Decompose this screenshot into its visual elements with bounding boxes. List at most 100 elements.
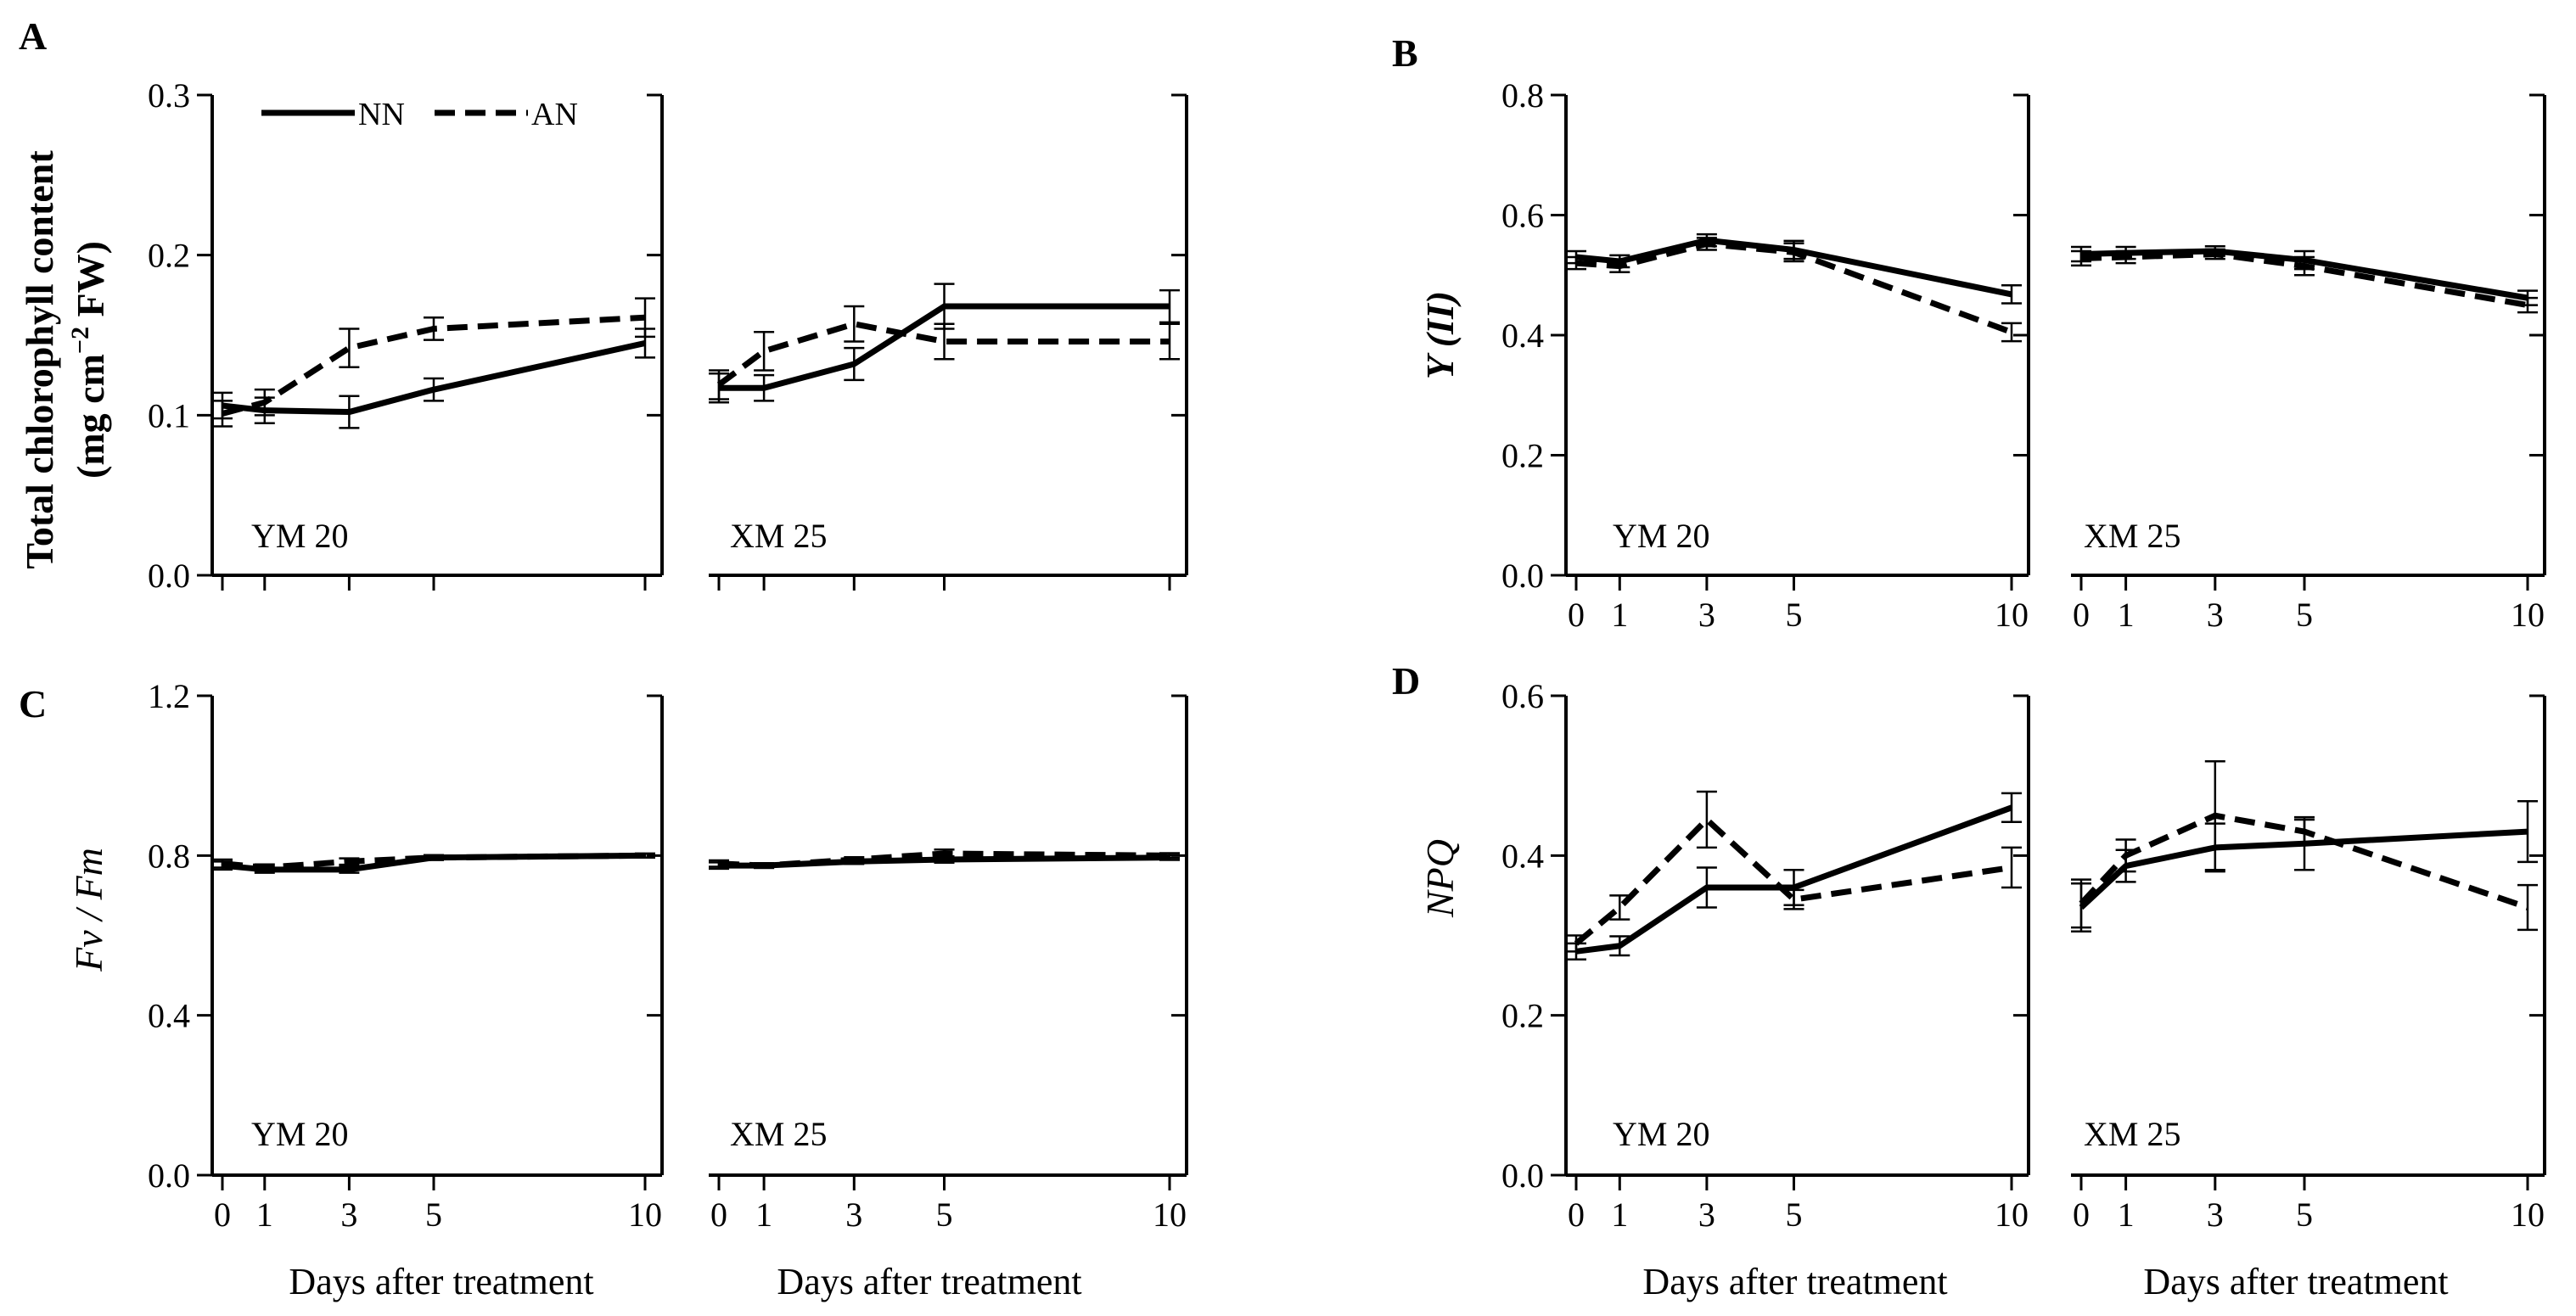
panel-d-subplot-left: YM 20 0 1 3 5 10 xyxy=(1566,694,2030,1234)
panel-a-right-errorbar-nn xyxy=(1159,288,1180,324)
panel-c-left-errorbar-an xyxy=(424,854,444,861)
panel-letter-a: A xyxy=(19,14,47,58)
panel-d-left-xtick-label: 1 xyxy=(1611,1196,1628,1234)
panel-d-cultivar-left: YM 20 xyxy=(1613,1115,1709,1153)
ylabel-c: Fv / Fm xyxy=(67,848,110,972)
xlabel-c-left: Days after treatment xyxy=(289,1261,593,1302)
ylabel-a-unit-part2: FW) xyxy=(69,241,112,327)
panel-a-yaxis: 0.0 0.1 0.2 0.3 xyxy=(148,76,214,595)
panel-d-right-xtick-label: 3 xyxy=(2207,1196,2224,1234)
panel-d-ytick-label: 0.0 xyxy=(1501,1156,1544,1195)
panel-b-yaxis: 0.0 0.2 0.4 0.6 0.8 xyxy=(1501,76,1568,595)
panel-b-ytick-label: 0.2 xyxy=(1501,437,1544,475)
panel-a-left-errorbar-an xyxy=(212,400,233,428)
panel-a-cultivar-left: YM 20 xyxy=(251,517,348,555)
panel-d-left-errorbar-nn xyxy=(1696,866,1717,909)
panel-b-left-errorbar-an xyxy=(1696,237,1717,251)
panel-c-left-xtick-label: 10 xyxy=(628,1196,662,1234)
panel-c-right-errorbar-an xyxy=(754,862,775,870)
ylabel-a-line1: Total chlorophyll content xyxy=(18,150,61,569)
panel-b-left-xtick-label: 0 xyxy=(1568,596,1585,634)
panel-b-subplot-right: XM 25 0 1 3 5 10 xyxy=(2071,93,2546,634)
panel-letter-b: B xyxy=(1392,31,1418,75)
panel-a-right-errorbar-nn xyxy=(844,346,865,382)
panel-c-ytick-label: 0.8 xyxy=(148,837,190,875)
panel-b-ytick-label: 0.8 xyxy=(1501,76,1544,115)
legend-nn-label: NN xyxy=(358,97,405,132)
panel-b-right-xtick-label: 0 xyxy=(2073,596,2090,634)
panel-c-cultivar-right: XM 25 xyxy=(730,1115,827,1153)
panel-d: 0.00.20.40.6 YM 20 0 1 3 5 10 XM 25 0 1 3 5 10 xyxy=(1501,677,2546,1234)
legend-an-label: AN xyxy=(531,97,578,132)
panel-d-left-errorbar-an xyxy=(1783,888,1804,910)
panel-b-cultivar-left: YM 20 xyxy=(1613,517,1709,555)
panel-d-left-errorbar-an xyxy=(2001,846,2022,889)
panel-c-subplot-right: XM 25 0 1 3 5 10 xyxy=(709,694,1188,1234)
panel-letter-c: C xyxy=(19,682,47,725)
xlabel-d-right: Days after treatment xyxy=(2143,1261,2448,1302)
panel-c-left-xtick-label: 1 xyxy=(256,1196,273,1234)
panel-a-right-errorbar-an xyxy=(934,322,955,361)
panel-b-left-errorbar-nn xyxy=(2001,284,2022,305)
ylabel-a-line2: (mg cm−2 FW) xyxy=(66,241,112,479)
panel-d-left-errorbar-an xyxy=(1609,894,1630,921)
panel-b-left-xtick-label: 5 xyxy=(1786,596,1803,634)
panel-d-right-xtick-label: 0 xyxy=(2073,1196,2090,1234)
panel-d-left-series-an xyxy=(1574,816,2012,946)
panel-b-left-xtick-label: 10 xyxy=(1995,596,2029,634)
panel-d-right-errorbar-an xyxy=(2294,818,2315,845)
panel-b-ytick-label: 0.6 xyxy=(1501,197,1544,235)
panel-a-right-errorbar-an xyxy=(1159,322,1180,361)
panel-d-right-xtick-label: 10 xyxy=(2511,1196,2545,1234)
panel-b-left-xtick-label: 1 xyxy=(1611,596,1628,634)
panel-c-subplot-left: YM 20 0 1 3 5 10 xyxy=(212,694,664,1234)
panel-c-right-errorbar-an xyxy=(1159,852,1180,860)
panel-b-cultivar-right: XM 25 xyxy=(2084,517,2180,555)
panel-a-left-errorbar-an xyxy=(635,297,655,339)
panel-a-right-errorbar-an xyxy=(709,369,729,400)
panel-d-right-errorbar-an xyxy=(2517,883,2538,932)
panel-d-yaxis: 0.0 0.2 0.4 0.6 xyxy=(1501,677,1568,1195)
panel-a-right-series-an xyxy=(716,321,1170,388)
panel-a-ytick-label: 0.0 xyxy=(148,557,190,595)
panel-b-right-xtick-label: 3 xyxy=(2207,596,2224,634)
ylabel-d: NPQ xyxy=(1418,839,1462,918)
panel-b-right-errorbar-an xyxy=(2115,249,2136,265)
panel-d-ytick-label: 0.2 xyxy=(1501,997,1544,1035)
panel-c-ytick-label: 0.0 xyxy=(148,1156,190,1195)
legend: NN AN xyxy=(261,97,578,132)
panel-b-right-xtick-label: 1 xyxy=(2118,596,2135,634)
panel-c-left-errorbar-an xyxy=(635,852,655,859)
panel-a-left-errorbar-an xyxy=(424,316,444,341)
panel-a-subplot-left: YM 20 xyxy=(212,93,664,591)
panel-a-right-errorbar-an xyxy=(844,305,865,343)
panel-d-left-errorbar-nn xyxy=(2001,792,2022,824)
panel-d-left-errorbar-an xyxy=(1566,934,1586,953)
panel-b-subplot-left: YM 20 0 1 3 5 10 xyxy=(1566,93,2030,634)
panel-d-right-xtick-label: 5 xyxy=(2296,1196,2313,1234)
panel-c-left-xtick-label: 3 xyxy=(340,1196,357,1234)
panel-c-right-xtick-label: 10 xyxy=(1153,1196,1187,1234)
panel-d-left-errorbar-an xyxy=(1696,790,1717,849)
panel-b-right-errorbar-an xyxy=(2204,248,2225,260)
panel-c-cultivar-left: YM 20 xyxy=(251,1115,348,1153)
panel-a-right-errorbar-nn xyxy=(754,373,775,402)
panel-a-right-errorbar-an xyxy=(754,330,775,372)
panel-a-subplot-right: XM 25 xyxy=(709,93,1188,591)
panel-b-ytick-label: 0.0 xyxy=(1501,557,1544,595)
panel-b-left-errorbar-an xyxy=(1566,255,1586,271)
panel-c-ytick-label: 0.4 xyxy=(148,997,190,1035)
panel-a-left-errorbar-nn xyxy=(424,377,444,402)
panel-c-left-errorbar-nn xyxy=(339,865,360,874)
panel-c-right-xtick-label: 5 xyxy=(936,1196,953,1234)
panel-a-ytick-label: 0.3 xyxy=(148,76,190,115)
ylabel-a-unit-part1: (mg cm xyxy=(69,354,112,479)
panel-c-right-xtick-label: 3 xyxy=(845,1196,862,1234)
panel-b-left-xtick-label: 3 xyxy=(1698,596,1715,634)
panel-c-right-xtick-label: 0 xyxy=(710,1196,727,1234)
panel-letter-d: D xyxy=(1392,659,1420,703)
panel-d-left-xtick-label: 5 xyxy=(1786,1196,1803,1234)
panel-c-left-errorbar-an xyxy=(254,863,275,872)
panel-d-ytick-label: 0.4 xyxy=(1501,837,1544,875)
panel-c-right-xtick-label: 1 xyxy=(755,1196,772,1234)
